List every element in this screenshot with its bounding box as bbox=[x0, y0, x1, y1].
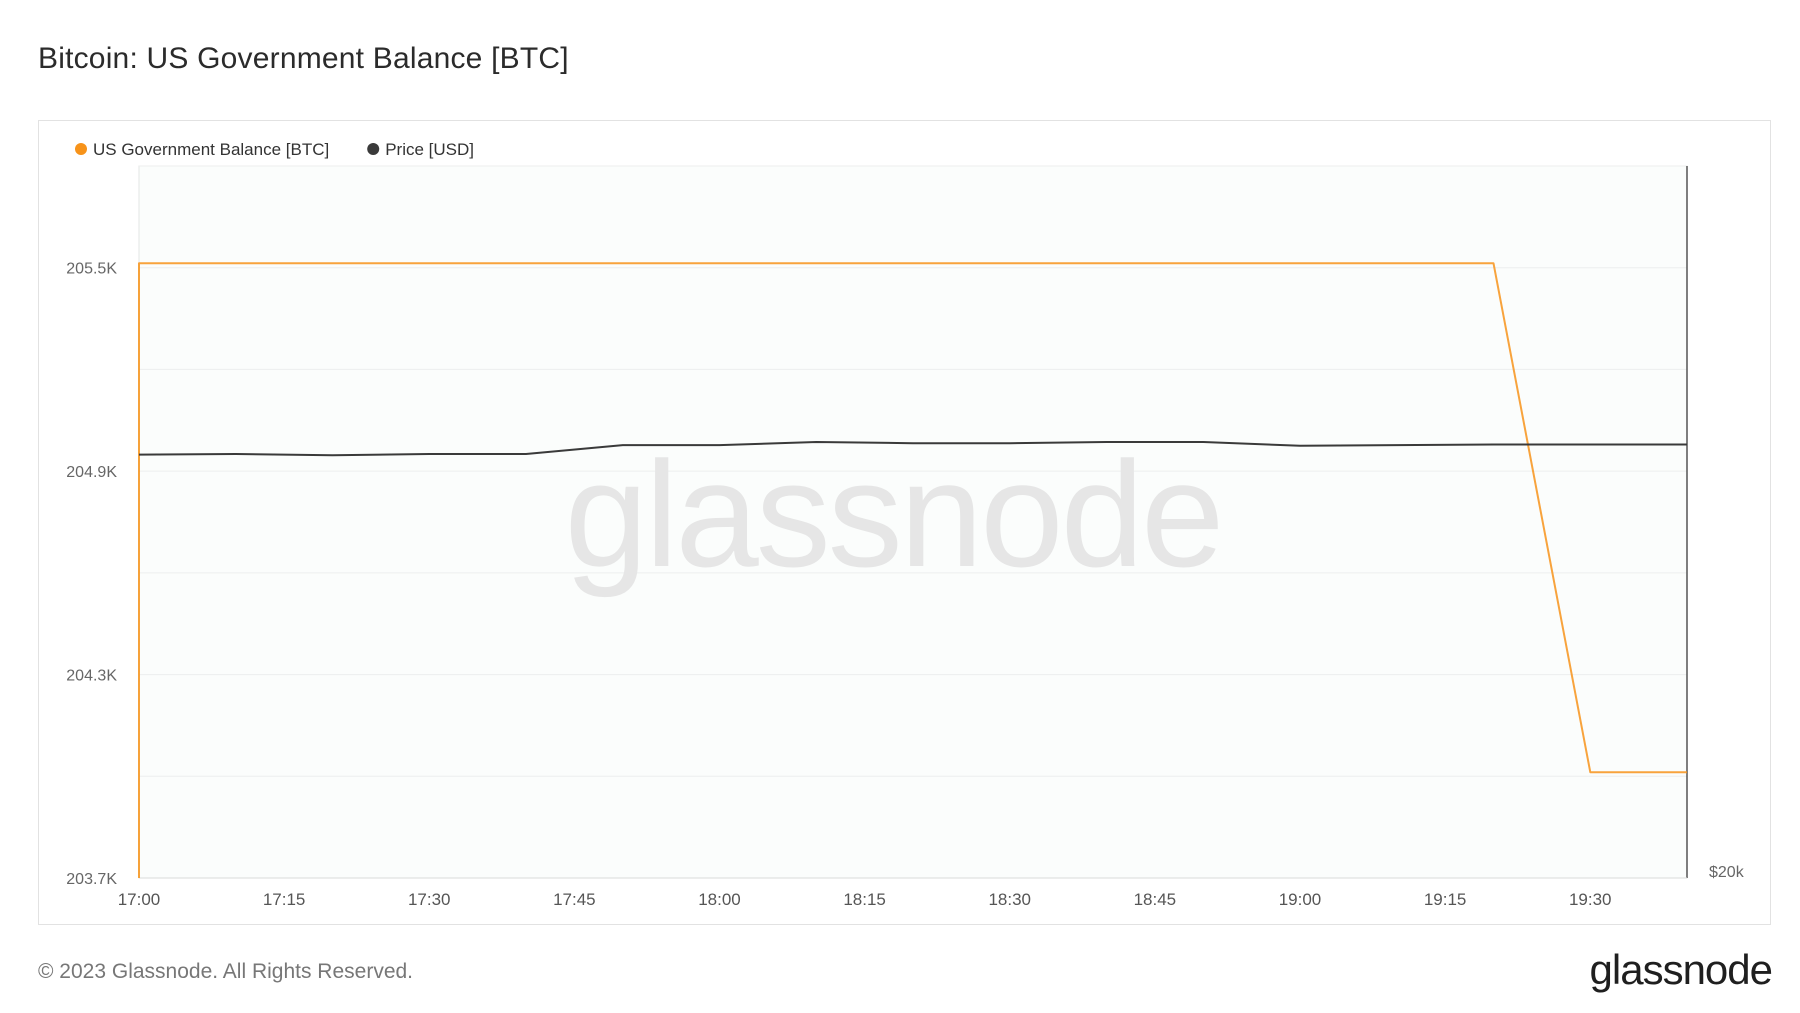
series-line-price bbox=[138, 441, 1687, 457]
y-tick-label: 203.7K bbox=[66, 871, 117, 888]
series-line-balance bbox=[138, 262, 1687, 878]
x-tick-label: 18:30 bbox=[988, 890, 1031, 909]
x-tick-label: 17:45 bbox=[553, 890, 596, 909]
x-tick-label: 19:30 bbox=[1569, 890, 1612, 909]
x-tick-label: 18:15 bbox=[843, 890, 886, 909]
x-tick-label: 18:00 bbox=[698, 890, 741, 909]
line-chart: glassnode 205.5K 204.9K 204.3K 203.7K $20k 17:… bbox=[66, 140, 1745, 909]
chart-panel: glassnode 205.5K 204.9K 204.3K 203.7K $20k 17:… bbox=[38, 120, 1771, 925]
legend-label-price: Price [USD] bbox=[385, 140, 474, 159]
y-tick-label: 204.3K bbox=[66, 668, 117, 685]
plot-area bbox=[138, 165, 1688, 879]
x-tick-label: 19:15 bbox=[1424, 890, 1467, 909]
glassnode-logo: glassnode bbox=[1589, 946, 1773, 993]
legend-label-balance: US Government Balance [BTC] bbox=[93, 140, 329, 159]
y-tick-label: 204.9K bbox=[66, 464, 117, 481]
watermark-text: glassnode bbox=[565, 430, 1222, 598]
x-tick-label: 17:15 bbox=[263, 890, 306, 909]
chart-title: Bitcoin: US Government Balance [BTC] bbox=[38, 42, 569, 75]
legend-marker-price bbox=[367, 143, 380, 155]
y-right-tick-label: $20k bbox=[1709, 864, 1745, 881]
x-tick-label: 18:45 bbox=[1134, 890, 1177, 909]
x-tick-label: 17:00 bbox=[118, 890, 161, 909]
copyright-text: © 2023 Glassnode. All Rights Reserved. bbox=[38, 960, 414, 983]
legend-marker-balance bbox=[75, 143, 87, 155]
x-tick-label: 17:30 bbox=[408, 890, 451, 909]
x-tick-label: 19:00 bbox=[1279, 890, 1322, 909]
y-tick-label: 205.5K bbox=[66, 261, 117, 278]
